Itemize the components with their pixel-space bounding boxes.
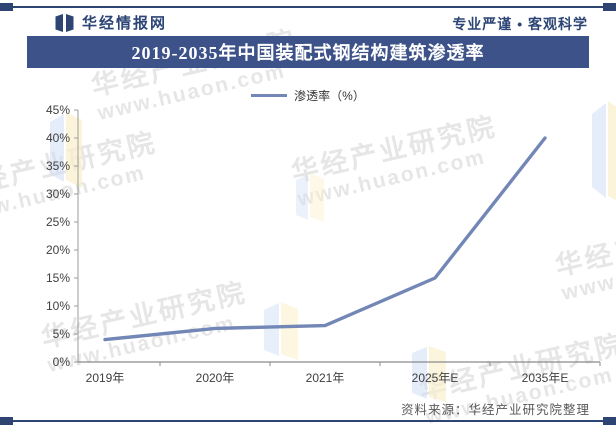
y-tick-label: 45% [45,103,70,117]
y-tick-label: 15% [45,271,70,285]
y-tick-label: 30% [45,187,70,201]
site-brand: 华经情报网 [54,12,167,33]
x-tick-label: 2020年 [195,371,235,385]
corner-square [0,3,13,11]
chart-title: 2019-2035年中国装配式钢结构建筑渗透率 [131,43,485,63]
open-book-logo-icon [55,13,74,32]
top-rule [8,6,608,8]
y-tick-label: 25% [45,215,70,229]
x-tick-label: 2035年E [521,371,569,385]
corner-square [0,417,13,425]
x-tick-label: 2021年 [305,371,345,385]
series-line-penetration-rate [103,136,547,342]
legend-label: 渗透率（%） [294,89,365,103]
data-source-note: 资料来源：华经产业研究院整理 [400,403,590,417]
header-slogan: 专业严谨 • 客观科学 [452,16,588,32]
x-tick-label: 2025年E [411,371,459,385]
corner-square [603,3,616,11]
y-tick-label: 10% [45,299,70,313]
legend-line-swatch [251,94,288,97]
chart-legend: 渗透率（%） [0,87,616,104]
y-tick-label: 5% [52,327,70,341]
bottom-rule [8,420,608,422]
y-tick-label: 0% [52,355,70,369]
brand-name: 华经情报网 [82,15,168,32]
y-tick-label: 40% [45,131,70,145]
y-tick-label: 35% [45,159,70,173]
title-banner: 2019-2035年中国装配式钢结构建筑渗透率 [27,36,589,68]
corner-square [603,417,616,425]
x-tick-label: 2019年 [85,371,125,385]
y-tick-label: 20% [45,243,70,257]
